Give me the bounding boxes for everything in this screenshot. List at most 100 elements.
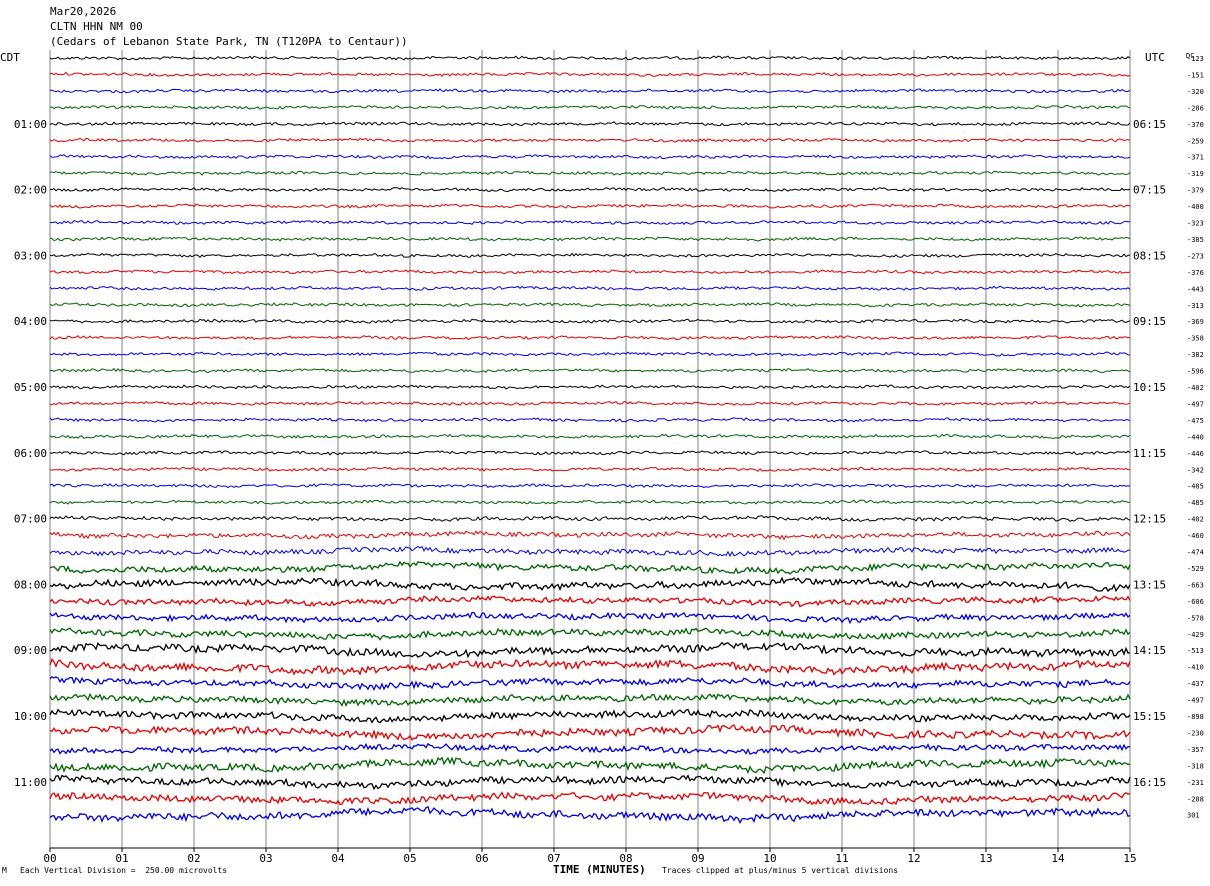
dc-offset-label: -898 (1187, 713, 1204, 721)
dc-offset-label: -273 (1187, 252, 1204, 260)
x-tick-label: 12 (907, 852, 920, 865)
x-tick-label: 13 (979, 852, 992, 865)
trace-line (49, 71, 1131, 78)
date-label: Mar20,2026 (50, 5, 117, 18)
trace-line (49, 545, 1131, 558)
left-hour-label: 10:00 (14, 710, 47, 723)
trace-line (49, 417, 1131, 423)
trace-line (49, 724, 1131, 742)
x-tick-label: 02 (187, 852, 200, 865)
x-tick-label: 00 (43, 852, 56, 865)
dc-offset-label: -443 (1187, 285, 1204, 293)
trace-line (49, 791, 1131, 806)
right-axis-label: UTC (1145, 51, 1165, 64)
dc-offset-label: -379 (1187, 187, 1204, 195)
left-hour-label: 03:00 (14, 249, 47, 262)
trace-line (49, 675, 1131, 692)
trace-line (49, 121, 1131, 127)
trace-line (49, 384, 1131, 390)
trace-line (49, 611, 1131, 625)
trace-line (49, 641, 1131, 659)
trace-line (49, 236, 1131, 242)
dc-offset-label: -446 (1187, 450, 1204, 458)
dc-offset-label: -475 (1187, 417, 1204, 425)
trace-line (49, 466, 1131, 472)
dc-offset-label: -497 (1187, 697, 1204, 705)
dc-offset-label: -440 (1187, 433, 1204, 441)
trace-line (49, 756, 1131, 775)
dc-offset-label: -318 (1187, 762, 1204, 770)
x-tick-label: 14 (1051, 852, 1065, 865)
dc-offset-label: -513 (1187, 647, 1204, 655)
dc-offset-label: -369 (1187, 318, 1204, 326)
dc-offset-label: -357 (1187, 746, 1204, 754)
dc-offset-label: -596 (1187, 368, 1204, 376)
x-tick-label: 09 (691, 852, 704, 865)
trace-line (49, 400, 1131, 406)
left-hour-label: 02:00 (14, 184, 47, 197)
trace-line (49, 499, 1131, 505)
trace-line (49, 450, 1131, 456)
x-tick-label: 04 (331, 852, 345, 865)
x-tick-label: 08 (619, 852, 632, 865)
trace-line (49, 335, 1131, 341)
dc-offset-label: -385 (1187, 236, 1204, 244)
right-hour-label: 07:15 (1133, 184, 1166, 197)
left-hour-label: 08:00 (14, 578, 47, 591)
dc-offset-label: -485 (1187, 483, 1204, 491)
x-tick-label: 07 (547, 852, 560, 865)
dc-offset-label: -410 (1187, 664, 1204, 672)
left-hour-label: 05:00 (14, 381, 47, 394)
dc-offset-label: -230 (1187, 729, 1204, 737)
trace-line (49, 560, 1131, 575)
dc-label: DC (1186, 52, 1194, 60)
right-hour-label: 08:15 (1133, 249, 1166, 262)
clip-note: Traces clipped at plus/minus 5 vertical … (662, 866, 899, 875)
x-tick-label: 06 (475, 852, 488, 865)
trace-line (49, 186, 1131, 193)
dc-offset-label: -497 (1187, 400, 1204, 408)
trace-line (49, 285, 1131, 291)
left-hour-label: 09:00 (14, 644, 47, 657)
right-hour-label: 11:15 (1133, 447, 1166, 460)
dc-offset-label: -231 (1187, 779, 1204, 787)
dc-offset-label: -485 (1187, 499, 1204, 507)
right-hour-label: 15:15 (1133, 710, 1166, 723)
trace-line (49, 351, 1131, 357)
dc-offset-label: -123 (1187, 55, 1204, 63)
x-tick-label: 03 (259, 852, 272, 865)
dc-offset-label: -474 (1187, 549, 1204, 557)
dc-offset-label: -460 (1187, 532, 1204, 540)
x-tick-label: 10 (763, 852, 776, 865)
dc-offset-label: -151 (1187, 71, 1204, 79)
dc-offset-label: -663 (1187, 581, 1204, 589)
dc-offset-label: -402 (1187, 384, 1204, 392)
trace-line (49, 576, 1131, 593)
trace-line (49, 515, 1131, 522)
x-tick-label: 15 (1123, 852, 1136, 865)
right-hour-label: 12:15 (1133, 513, 1166, 526)
x-tick-label: 01 (115, 852, 128, 865)
right-hour-label: 14:15 (1133, 644, 1166, 657)
right-hour-label: 10:15 (1133, 381, 1166, 394)
trace-line (49, 805, 1131, 825)
right-hour-label: 16:15 (1133, 776, 1166, 789)
dc-offset-label: -358 (1187, 335, 1204, 343)
x-axis-title: TIME (MINUTES) (553, 863, 646, 876)
right-hour-label: 13:15 (1133, 578, 1166, 591)
right-hour-label: 09:15 (1133, 315, 1166, 328)
trace-line (49, 594, 1131, 608)
trace-line (49, 657, 1131, 676)
dc-offset-label: -400 (1187, 203, 1204, 211)
trace-line (49, 530, 1131, 541)
station-label: CLTN HHN NM 00 (50, 20, 143, 33)
trace-line (49, 88, 1131, 94)
dc-offset-label: -371 (1187, 154, 1204, 162)
trace-line (49, 692, 1131, 708)
dc-offset-label: -286 (1187, 104, 1204, 112)
corner-mark: M (2, 866, 7, 875)
left-hour-label: 06:00 (14, 447, 47, 460)
dc-offset-label: -370 (1187, 121, 1204, 129)
dc-offset-label: 301 (1187, 812, 1200, 820)
